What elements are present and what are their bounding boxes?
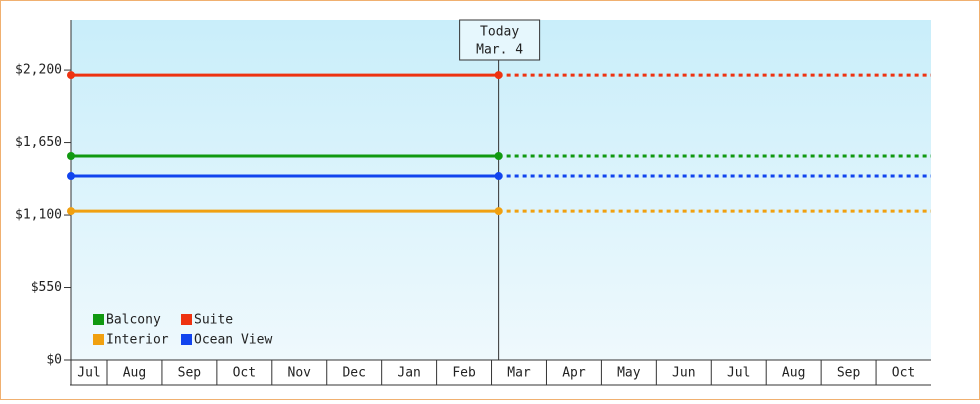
x-tick-label: Jun (672, 366, 695, 381)
y-tick-label: $2,200 (15, 63, 62, 78)
legend-label: Ocean View (194, 333, 272, 348)
x-tick-label: Apr (562, 366, 586, 381)
x-tick-label: Feb (452, 366, 476, 381)
legend-label: Balcony (106, 313, 161, 328)
point (494, 207, 503, 216)
today-label: Today (480, 25, 519, 40)
point (67, 152, 75, 160)
x-tick-label: Jul (77, 366, 100, 381)
point (494, 152, 503, 160)
x-tick-label: Aug (123, 366, 146, 381)
x-tick-label: Sep (837, 366, 861, 381)
x-tick-label: Dec (342, 366, 365, 381)
y-tick-label: $1,650 (15, 135, 62, 150)
legend-label: Interior (106, 333, 169, 348)
plot-area (71, 20, 931, 360)
point (494, 71, 503, 80)
today-box (459, 19, 541, 61)
x-tick-label: Oct (892, 366, 915, 381)
legend-label: Suite (194, 313, 233, 328)
y-tick-label: $0 (46, 353, 62, 368)
legend-swatch (181, 314, 192, 325)
today-date: Mar. 4 (476, 43, 523, 58)
x-tick-label: Sep (178, 366, 202, 381)
x-tick-label: May (617, 366, 641, 381)
point (494, 172, 503, 181)
legend-swatch (93, 314, 104, 325)
x-tick-label: Jul (727, 366, 750, 381)
point (67, 172, 75, 181)
point (67, 71, 75, 80)
point (67, 207, 75, 216)
y-tick-label: $550 (31, 280, 62, 295)
legend-swatch (181, 334, 192, 345)
x-tick-label: Oct (233, 366, 256, 381)
x-tick-label: Nov (288, 366, 312, 381)
y-tick-label: $1,100 (15, 208, 62, 223)
legend-swatch (93, 334, 104, 345)
x-tick-label: Mar (507, 366, 531, 381)
x-tick-label: Jan (397, 366, 420, 381)
x-tick-label: Aug (782, 366, 805, 381)
